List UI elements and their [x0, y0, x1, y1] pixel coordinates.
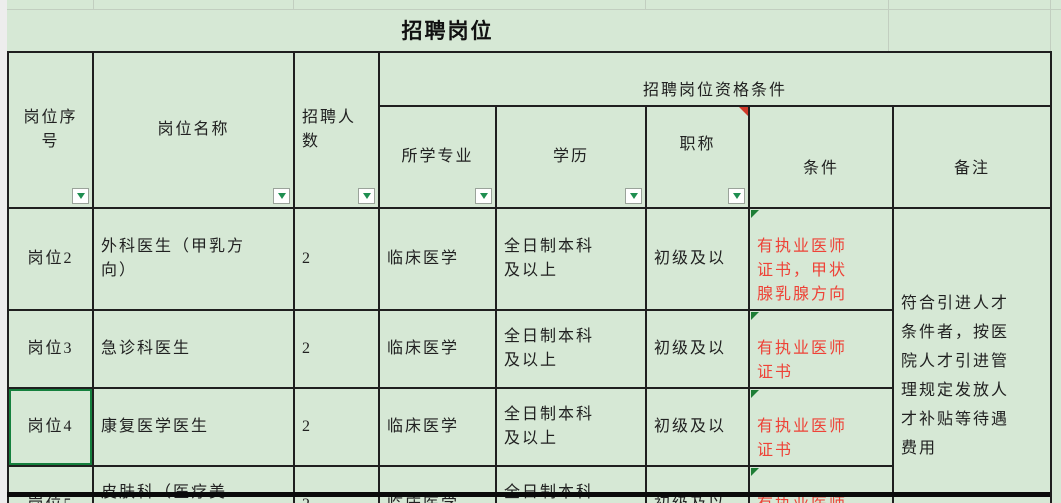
cell-headcount[interactable]: 2: [293, 309, 380, 389]
header-headcount-label: 招聘人 数: [302, 109, 357, 150]
cell-major[interactable]: 临床医学: [378, 207, 497, 311]
cell-education[interactable]: 全日制本科 及以上: [495, 387, 647, 467]
cell-position-name[interactable]: 外科医生（甲乳方 向）: [92, 207, 295, 311]
filter-dropdown-icon: [732, 193, 741, 199]
cell-condition[interactable]: 有执业医师 证书: [748, 387, 894, 467]
comment-marker-green-icon: [751, 390, 759, 398]
cell-condition[interactable]: 有执业医师 证书: [748, 309, 894, 389]
header-education-label: 学历: [552, 148, 589, 165]
sheet-edge-strip: [0, 0, 7, 503]
header-job-title-label: 职称: [679, 136, 716, 153]
header-headcount[interactable]: 招聘人 数: [293, 51, 380, 209]
header-job-title[interactable]: 职称: [645, 105, 750, 209]
header-major[interactable]: 所学专业: [378, 105, 497, 209]
cell-condition[interactable]: 有执业医师 证书，甲状 腺乳腺方向: [748, 207, 894, 311]
filter-button-position-no[interactable]: [72, 188, 89, 204]
cell-remark-merged[interactable]: 符合引进人才 条件者，按医 院人才引进管 理规定发放人 才补贴等待遇 费用: [891, 207, 1053, 503]
cell-job-title[interactable]: 初级及以: [645, 309, 750, 389]
table-bottom-border: [7, 492, 1050, 497]
sheet-gridline: [888, 0, 889, 51]
cell-headcount[interactable]: 2: [293, 207, 380, 311]
cell-condition-text: 有执业医师 证书: [757, 418, 848, 459]
cell-condition-text: 有执业医师 证书: [757, 340, 848, 381]
cell-position-no[interactable]: 岗位2: [7, 207, 94, 311]
cell-job-title[interactable]: 初级及以: [645, 387, 750, 467]
cell-education[interactable]: 全日制本科 及以上: [495, 465, 647, 503]
header-position-no[interactable]: 岗位序号: [7, 51, 94, 209]
header-position-name-label: 岗位名称: [157, 121, 230, 138]
header-major-label: 所学专业: [401, 148, 474, 165]
filter-button-position-name[interactable]: [273, 188, 290, 204]
header-remark-label: 备注: [954, 160, 991, 177]
cell-position-name[interactable]: 急诊科医生: [92, 309, 295, 389]
comment-marker-red-icon: [739, 108, 747, 116]
comment-marker-green-icon: [751, 312, 759, 320]
filter-dropdown-icon: [479, 193, 488, 199]
table-title-cell[interactable]: 招聘岗位: [7, 9, 888, 51]
comment-marker-green-icon: [751, 210, 759, 218]
header-education[interactable]: 学历: [495, 105, 647, 209]
filter-dropdown-icon: [629, 193, 638, 199]
header-condition-label: 条件: [802, 160, 839, 177]
header-qualifications-group[interactable]: 招聘岗位资格条件: [377, 51, 1053, 107]
filter-button-headcount[interactable]: [358, 188, 375, 204]
cell-headcount[interactable]: 2: [293, 465, 380, 503]
recruitment-table: 岗位序号 岗位名称 招聘人 数 招聘岗位资格条件 所学专业 学历: [7, 51, 1053, 503]
header-qualifications-label: 招聘岗位资格条件: [643, 82, 788, 99]
cell-education[interactable]: 全日制本科 及以上: [495, 309, 647, 389]
cell-headcount[interactable]: 2: [293, 387, 380, 467]
filter-dropdown-icon: [76, 193, 85, 199]
header-condition[interactable]: 条件: [748, 105, 894, 209]
cell-job-title[interactable]: 初级及以: [645, 207, 750, 311]
filter-dropdown-icon: [277, 193, 286, 199]
cell-major[interactable]: 临床医学: [378, 387, 497, 467]
comment-marker-green-icon: [751, 468, 759, 476]
sheet-gridline: [7, 9, 1061, 10]
sheet-gridline: [293, 0, 294, 9]
cell-condition[interactable]: 有执业医师 证书: [748, 465, 894, 503]
sheet-gridline: [1050, 0, 1051, 51]
cell-position-no[interactable]: 岗位5: [7, 465, 94, 503]
filter-dropdown-icon: [362, 193, 371, 199]
cell-job-title[interactable]: 初级及以: [645, 465, 750, 503]
filter-button-education[interactable]: [625, 188, 642, 204]
cell-position-no-selected[interactable]: 岗位4: [7, 387, 94, 467]
cell-position-no[interactable]: 岗位3: [7, 309, 94, 389]
cell-condition-text: 有执业医师 证书，甲状 腺乳腺方向: [757, 238, 848, 303]
cell-condition-text: 有执业医师 证书: [757, 496, 847, 503]
sheet-gridline: [645, 0, 646, 9]
cell-education[interactable]: 全日制本科 及以上: [495, 207, 647, 311]
sheet-gridline: [93, 0, 94, 9]
table-title: 招聘岗位: [401, 19, 494, 43]
header-position-no-label: 岗位序号: [23, 109, 78, 150]
cell-major[interactable]: 临床医学: [378, 309, 497, 389]
cell-position-name[interactable]: 康复医学医生: [92, 387, 295, 467]
filter-button-job-title[interactable]: [728, 188, 745, 204]
header-remark[interactable]: 备注: [891, 105, 1053, 209]
filter-button-major[interactable]: [475, 188, 492, 204]
header-position-name[interactable]: 岗位名称: [92, 51, 295, 209]
cell-position-name[interactable]: 皮肤科（医疗美 容）医生: [92, 465, 295, 503]
cell-major[interactable]: 临床医学: [378, 465, 497, 503]
